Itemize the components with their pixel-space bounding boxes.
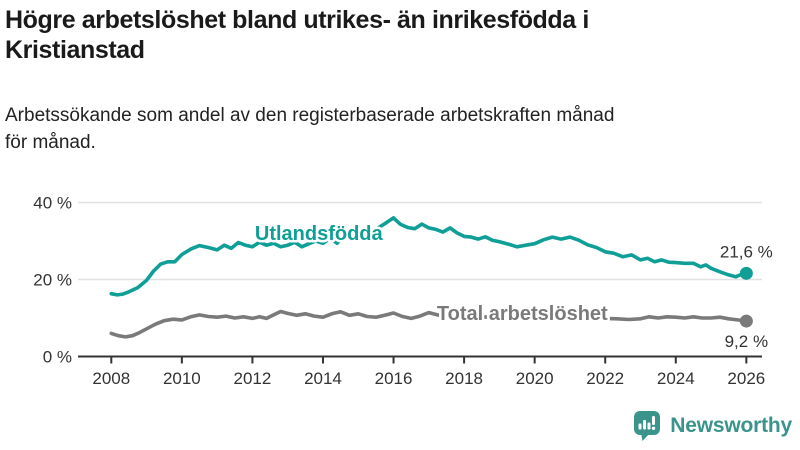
series-endpoint-total: [739, 314, 753, 328]
series-label-utlandsfodda: Utlandsfödda: [255, 223, 384, 245]
newsworthy-logo[interactable]: Newsworthy: [633, 410, 792, 442]
x-tick-label: 2018: [445, 369, 483, 388]
y-tick-label: 20 %: [33, 271, 72, 290]
subtitle-line-2: för månad.: [5, 131, 96, 153]
bar-chart-speech-bubble-icon: [634, 411, 661, 441]
x-tick-label: 2008: [92, 369, 130, 388]
x-tick-label: 2026: [727, 369, 765, 388]
series-line-utlandsfodda: [109, 216, 749, 297]
title-line-1: Högre arbetslöshet bland utrikes- än inr…: [5, 6, 589, 34]
series-line-total: [109, 309, 749, 339]
x-tick-label: 2022: [586, 369, 624, 388]
end-value-label-utlandsfodda: 21,6 %: [720, 242, 773, 261]
x-tick-label: 2016: [375, 369, 413, 388]
x-tick-label: 2020: [516, 369, 554, 388]
logo-text: Newsworthy: [670, 414, 792, 437]
subtitle-line-1: Arbetssökande som andel av den registerb…: [5, 105, 615, 126]
end-value-label-total: 9,2 %: [725, 332, 768, 351]
x-tick-label: 2024: [657, 369, 695, 388]
x-tick-label: 2010: [163, 369, 201, 388]
x-tick-label: 2014: [304, 369, 342, 388]
title-line-2: Kristianstad: [5, 35, 145, 64]
y-tick-label: 40 %: [33, 194, 72, 213]
chart-subtitle: Arbetssökande som andel av den registerb…: [5, 103, 797, 156]
series-endpoint-utlandsfodda: [739, 266, 753, 280]
x-tick-label: 2012: [234, 369, 272, 388]
y-tick-label: 0 %: [43, 348, 72, 367]
page-title: Högre arbetslöshet bland utrikes- än inr…: [5, 6, 797, 65]
series-label-total: Total arbetslöshet: [437, 303, 608, 325]
